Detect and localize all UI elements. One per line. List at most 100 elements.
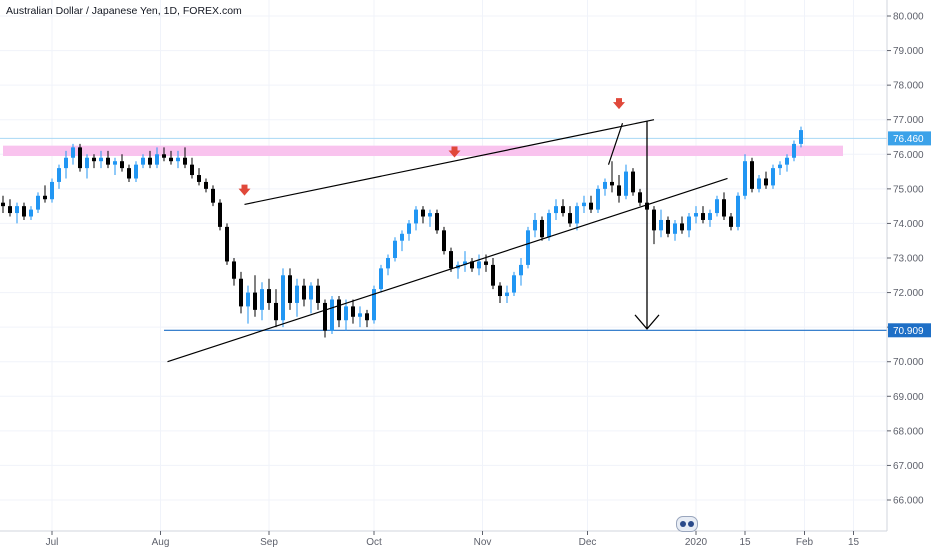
candle-body bbox=[596, 188, 600, 210]
candle-body bbox=[386, 258, 390, 269]
price-tick-label: 68.000 bbox=[893, 426, 924, 437]
candle-body bbox=[491, 264, 495, 286]
candle bbox=[617, 175, 621, 203]
candle bbox=[785, 154, 789, 172]
candle bbox=[533, 213, 537, 238]
candle-body bbox=[470, 261, 474, 269]
tradingview-logo-icon[interactable] bbox=[676, 516, 698, 532]
candle bbox=[624, 164, 628, 200]
down-marker-icon bbox=[448, 146, 461, 158]
chart-title: Australian Dollar / Japanese Yen, 1D, FO… bbox=[6, 5, 242, 17]
candle bbox=[344, 299, 348, 331]
time-tick-label: Aug bbox=[152, 537, 170, 548]
candle-body bbox=[225, 226, 229, 262]
candle-body bbox=[421, 209, 425, 217]
candle bbox=[491, 258, 495, 290]
candle bbox=[358, 306, 362, 328]
candle-body bbox=[673, 223, 677, 234]
grid-lines bbox=[0, 0, 887, 531]
candle-body bbox=[127, 168, 131, 179]
candle bbox=[260, 282, 264, 321]
candle bbox=[127, 164, 131, 182]
support-price-badge-label: 70.909 bbox=[893, 326, 924, 337]
price-tick-label: 75.000 bbox=[893, 184, 924, 195]
candle bbox=[715, 195, 719, 217]
candle bbox=[568, 206, 572, 227]
candle-body bbox=[414, 209, 418, 224]
candle-body bbox=[36, 195, 40, 210]
candle bbox=[176, 150, 180, 169]
candle bbox=[162, 147, 166, 162]
candle-body bbox=[344, 306, 348, 321]
candle-body bbox=[589, 202, 593, 210]
candle bbox=[386, 254, 390, 276]
candle-body bbox=[120, 161, 124, 169]
candle-body bbox=[106, 157, 110, 165]
candle-body bbox=[736, 195, 740, 227]
price-tick-label: 77.000 bbox=[893, 115, 924, 126]
candle-body bbox=[477, 261, 481, 269]
time-tick-label: Feb bbox=[796, 537, 814, 548]
candle bbox=[540, 216, 544, 241]
candle bbox=[190, 157, 194, 179]
candle bbox=[750, 157, 754, 193]
candle bbox=[771, 164, 775, 189]
candle-body bbox=[680, 223, 684, 231]
candle-body bbox=[281, 275, 285, 321]
candle bbox=[610, 161, 614, 193]
time-tick-label: Sep bbox=[260, 537, 278, 548]
candle bbox=[470, 258, 474, 272]
candle bbox=[722, 192, 726, 220]
candle bbox=[246, 285, 250, 324]
candle bbox=[400, 230, 404, 252]
candle bbox=[477, 254, 481, 276]
candle bbox=[421, 206, 425, 224]
candle bbox=[197, 168, 201, 186]
candle-body bbox=[64, 157, 68, 169]
candle bbox=[316, 278, 320, 310]
candle-body bbox=[365, 313, 369, 321]
candle bbox=[778, 161, 782, 176]
candle bbox=[141, 154, 145, 169]
candle bbox=[148, 150, 152, 169]
candle bbox=[393, 237, 397, 262]
candle bbox=[463, 251, 467, 272]
candle-body bbox=[274, 302, 278, 321]
price-tick-label: 70.000 bbox=[893, 357, 924, 368]
candle-body bbox=[449, 251, 453, 269]
candle bbox=[22, 202, 26, 220]
candle bbox=[288, 268, 292, 310]
candle-body bbox=[15, 206, 19, 214]
candle-body bbox=[428, 213, 432, 217]
candle bbox=[337, 296, 341, 328]
candle-body bbox=[246, 292, 250, 307]
candle bbox=[351, 299, 355, 324]
candle bbox=[505, 285, 509, 303]
candle-body bbox=[330, 299, 334, 331]
candle bbox=[666, 216, 670, 238]
candle bbox=[50, 178, 54, 203]
candle-body bbox=[435, 213, 439, 231]
candle-body bbox=[631, 171, 635, 193]
candle-body bbox=[722, 199, 726, 217]
candle-body bbox=[372, 289, 376, 321]
time-tick-label: Dec bbox=[579, 537, 597, 548]
candle bbox=[267, 278, 271, 310]
candle-body bbox=[358, 313, 362, 317]
candle bbox=[43, 185, 47, 203]
candle bbox=[225, 223, 229, 265]
candle bbox=[673, 219, 677, 241]
candle-body bbox=[743, 161, 747, 196]
candle-body bbox=[799, 130, 803, 144]
candle bbox=[659, 209, 663, 238]
candle-body bbox=[694, 213, 698, 217]
candle bbox=[631, 168, 635, 196]
candle bbox=[652, 206, 656, 245]
candle-body bbox=[8, 206, 12, 214]
candle bbox=[680, 216, 684, 234]
last-price-badge-label: 76.460 bbox=[893, 134, 924, 145]
candle-body bbox=[169, 157, 173, 162]
candle bbox=[372, 285, 376, 324]
